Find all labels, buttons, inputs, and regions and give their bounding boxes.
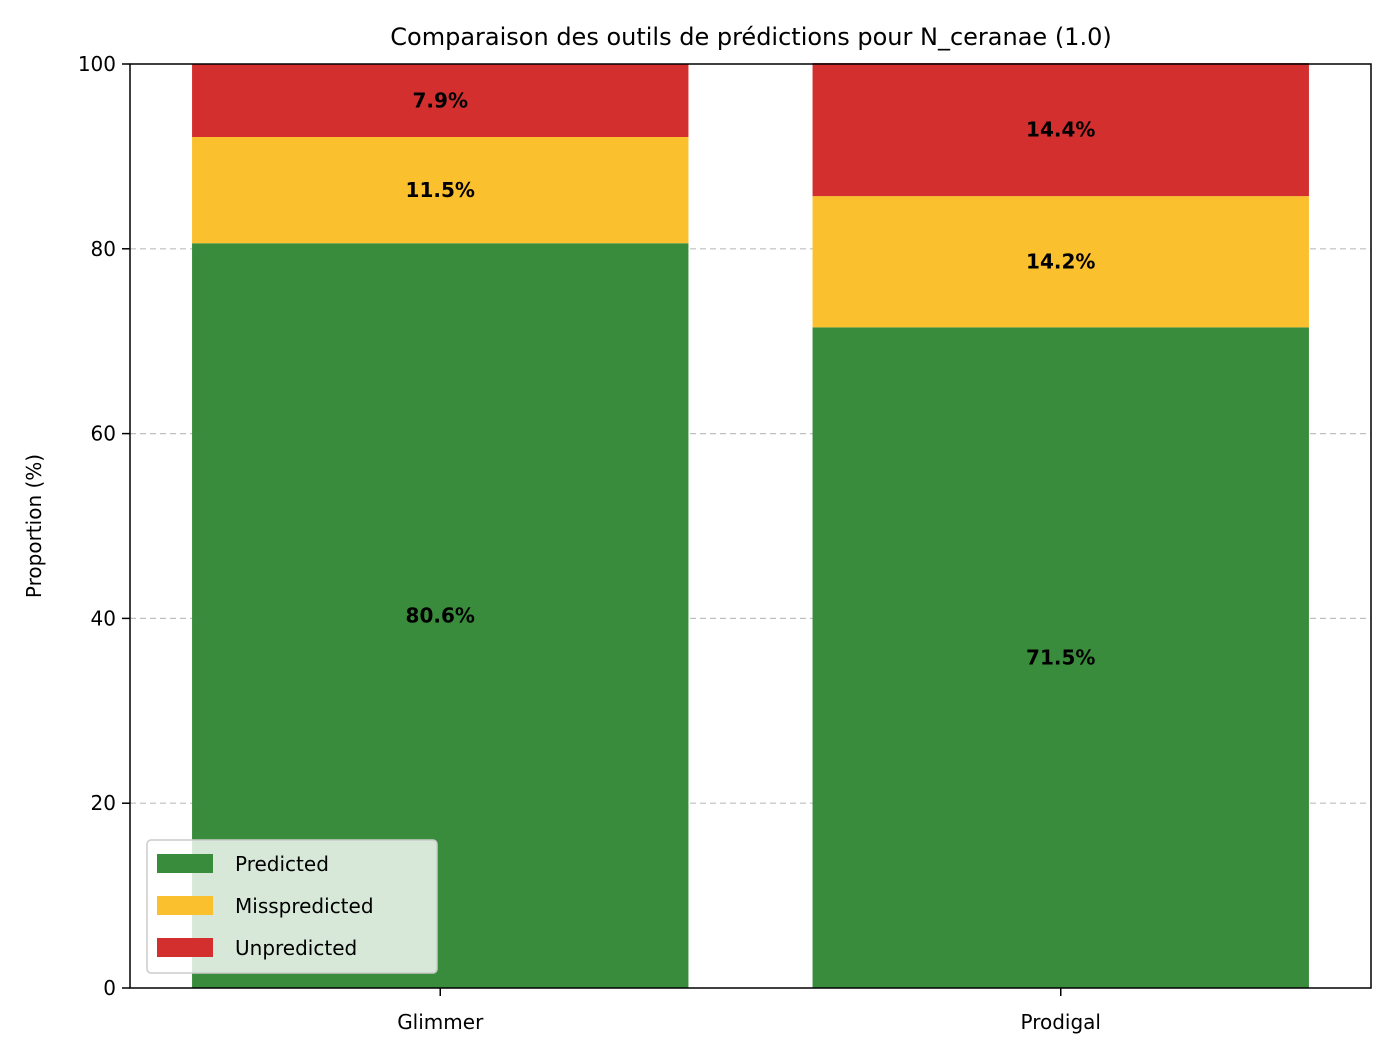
x-tick-label: Prodigal	[1021, 1010, 1102, 1034]
bar-data-label: 14.2%	[1026, 250, 1095, 274]
x-tick-label: Glimmer	[397, 1010, 484, 1034]
legend: Predicted Misspredicted Unpredicted	[146, 839, 438, 974]
chart-title: Comparaison des outils de prédictions po…	[390, 23, 1111, 51]
y-tick-label: 80	[91, 237, 116, 261]
y-tick-label: 60	[91, 422, 116, 446]
bars	[192, 63, 1309, 989]
bar-data-label: 71.5%	[1026, 646, 1095, 670]
legend-swatch-unpredicted	[157, 938, 213, 957]
legend-swatch-misspredicted	[157, 896, 213, 915]
y-tick-label: 0	[103, 976, 116, 1000]
y-tick-label: 20	[91, 791, 116, 815]
legend-label-misspredicted: Misspredicted	[235, 894, 374, 918]
bar-data-label: 80.6%	[406, 604, 475, 628]
bar-segment-unpredicted-glimmer	[192, 64, 689, 137]
bar-segment-misspredicted-prodigal	[812, 196, 1309, 328]
legend-label-predicted: Predicted	[235, 852, 329, 876]
axes: 0 20 40 60 80 100 Glimmer Prodigal	[78, 52, 1101, 1034]
bar-data-label: 7.9%	[413, 88, 468, 112]
bar-labels: 80.6% 11.5% 7.9% 71.5% 14.2% 14.4%	[406, 88, 1096, 669]
y-axis-label: Proportion (%)	[22, 454, 46, 598]
bar-segment-unpredicted-prodigal	[812, 63, 1309, 197]
bar-data-label: 11.5%	[406, 178, 475, 202]
plot-frame	[129, 63, 1372, 989]
legend-label-unpredicted: Unpredicted	[235, 936, 357, 960]
legend-swatch-predicted	[157, 854, 213, 873]
bar-segment-misspredicted-glimmer	[192, 136, 689, 244]
legend-box	[146, 839, 438, 974]
y-tick-label: 100	[78, 52, 116, 76]
bar-segment-predicted-prodigal	[812, 327, 1309, 989]
y-tick-label: 40	[91, 606, 116, 630]
bar-data-label: 14.4%	[1026, 118, 1095, 142]
